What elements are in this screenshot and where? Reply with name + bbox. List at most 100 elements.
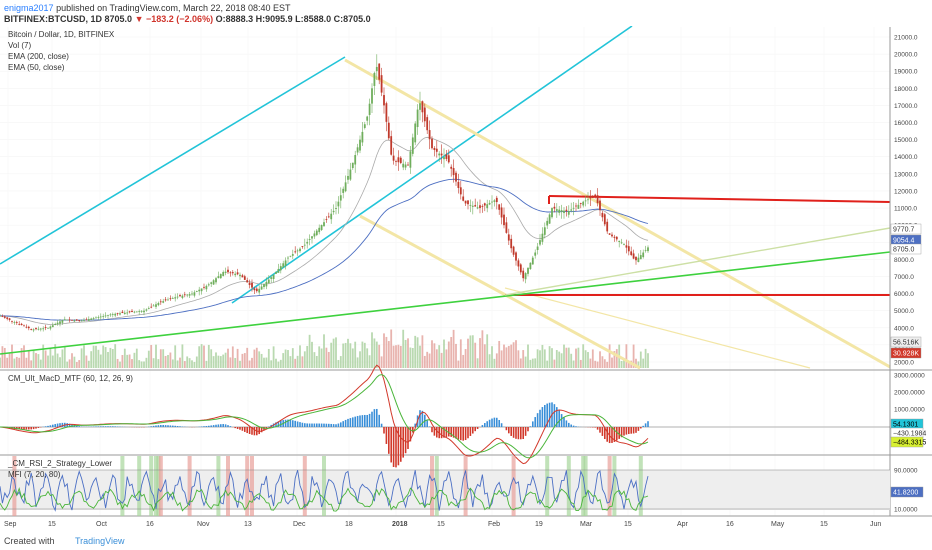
candle-body (90, 318, 93, 321)
chart-canvas[interactable]: Bitcoin / Dollar, 1D, BITFINEX Vol (7) E… (0, 26, 932, 532)
volume-bar (183, 361, 186, 368)
macd-hist-bar (575, 426, 577, 427)
candle-body (572, 207, 575, 209)
macd-hist-bar (47, 425, 49, 427)
macd-hist-bar (640, 427, 642, 429)
red-resistance-line[interactable] (548, 195, 891, 203)
macd-hist-bar (44, 426, 47, 427)
rsi-signal-column (245, 456, 250, 516)
candle-body (495, 197, 498, 203)
volume-bar (227, 348, 229, 368)
volume-bar (534, 358, 537, 368)
candle-body (219, 274, 222, 279)
candle-body (339, 195, 342, 201)
volume-bar (229, 357, 232, 368)
cyan-channel-lower[interactable] (231, 26, 633, 304)
candle-body (253, 288, 256, 291)
macd-hist-bar (599, 427, 601, 433)
x-tick-label: Feb (488, 521, 500, 528)
candle-body (162, 301, 165, 303)
macd-hist-bar (558, 410, 560, 427)
author-link[interactable]: enigma2017 (4, 3, 54, 13)
candle-body (515, 252, 517, 261)
volume-bar (107, 352, 109, 368)
macd-hist-bar (220, 424, 222, 427)
macd-hist-bar (260, 427, 263, 433)
volume-bar (354, 341, 357, 368)
volume-bar (474, 342, 477, 368)
macd-hist-bar (407, 427, 409, 449)
candle-body (366, 116, 369, 121)
volume-bar (126, 354, 129, 368)
legend-vol[interactable]: Vol (7) (8, 41, 31, 50)
legend-ema50[interactable]: EMA (50, close) (8, 63, 65, 72)
macd-title[interactable]: CM_Ult_MacD_MTF (60, 12, 26, 9) (8, 374, 133, 383)
candle-body (121, 311, 124, 313)
rsi-pane[interactable] (0, 456, 890, 516)
volume-bar (277, 361, 280, 368)
candle-body (311, 236, 313, 239)
candle-body (234, 273, 237, 276)
time-axis[interactable]: Sep 15 Oct 16 Nov 13 Dec 18 2018 15 Feb 19 Mar 15 Apr 1… (4, 521, 881, 528)
volume-bar (459, 339, 462, 368)
macd-hist-bar (484, 423, 486, 427)
candle-body (83, 320, 85, 321)
light-green-trend-line[interactable] (504, 227, 891, 296)
tradingview-logo[interactable]: TradingView (75, 536, 125, 546)
candle-body (39, 328, 42, 330)
volume-bar (198, 346, 201, 368)
volume-bar (20, 348, 23, 368)
macd-pane[interactable] (0, 364, 890, 468)
falling-channel-upper[interactable] (344, 58, 891, 369)
candle-body (217, 276, 220, 279)
channel-mid-line[interactable] (504, 287, 811, 369)
candle-body (591, 197, 594, 198)
macd-hist-bar (371, 411, 373, 427)
candlesticks (0, 54, 649, 333)
candle-body (282, 263, 285, 268)
volume-bar (587, 352, 589, 368)
rsi-line (0, 469, 649, 512)
volume-bar (207, 344, 210, 368)
candle-body (481, 206, 484, 207)
y-tick-label: 7000.0 (894, 274, 914, 281)
cyan-channel-upper[interactable] (0, 56, 346, 265)
candle-body (524, 273, 527, 280)
volume-bar (294, 358, 297, 368)
volume-bar (558, 351, 561, 368)
candle-body (368, 103, 371, 115)
volume-bar (387, 341, 390, 368)
mfi-line (0, 486, 649, 512)
macd-hist-bar (354, 416, 356, 427)
volume-bar (85, 355, 88, 368)
rsi-signal-column (12, 456, 17, 516)
main-pane[interactable] (0, 27, 890, 370)
green-trend-line[interactable] (0, 251, 891, 355)
volume-bar (435, 349, 438, 368)
volume-bar (611, 357, 613, 368)
volume-bar (505, 347, 508, 368)
volume-bar (642, 358, 645, 368)
volume-bar (411, 347, 414, 368)
volume-bar (486, 334, 489, 368)
candle-body (599, 200, 601, 211)
candle-body (488, 202, 491, 205)
macd-hist-bar (481, 425, 484, 427)
candle-body (11, 320, 13, 322)
volume-bar (512, 342, 515, 368)
candle-body (359, 139, 361, 151)
legend-ema200[interactable]: EMA (200, close) (8, 52, 69, 61)
volume-bar (647, 353, 649, 368)
volume-bar (263, 357, 265, 368)
candle-body (243, 276, 246, 280)
candle-body (596, 195, 599, 204)
volume-bar (402, 329, 405, 368)
volume-bar (296, 355, 299, 368)
macd-hist-bar (539, 409, 541, 427)
candle-body (6, 317, 9, 319)
falling-channel-lower[interactable] (359, 214, 641, 370)
rsi-subtitle[interactable]: MFI (7, 20, 80) (8, 470, 61, 479)
candle-body (500, 207, 503, 218)
rsi-title[interactable]: _CM_RSI_2_Strategy_Lower (7, 459, 112, 468)
candle-body (75, 319, 78, 321)
